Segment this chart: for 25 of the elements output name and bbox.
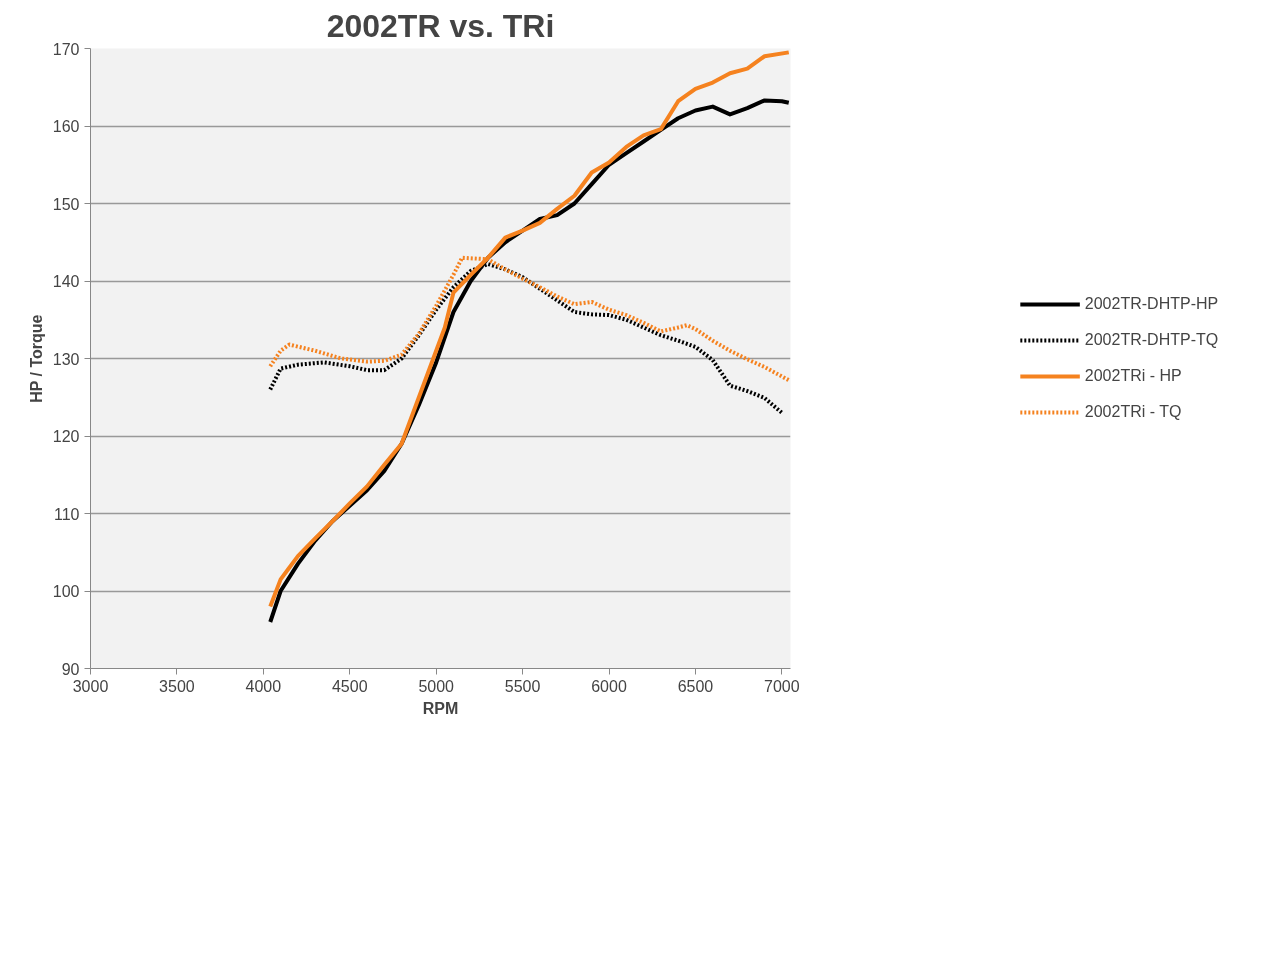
x-tick-label: 5000 xyxy=(418,677,455,695)
x-tick-label: 6500 xyxy=(677,677,714,695)
legend-label: 2002TR-DHTP-HP xyxy=(1084,295,1219,313)
y-tick-label: 110 xyxy=(53,505,80,523)
x-tick-label: 3500 xyxy=(159,677,195,695)
y-tick-label: 120 xyxy=(52,428,80,445)
x-axis-title: RPM xyxy=(422,699,459,717)
legend-label: 2002TRi - HP xyxy=(1084,367,1182,385)
x-tick-label: 3000 xyxy=(72,677,109,695)
y-tick-label: 100 xyxy=(52,583,80,600)
y-tick-label: 160 xyxy=(52,118,80,135)
x-tick-label: 4500 xyxy=(331,677,368,695)
x-tick-label: 6000 xyxy=(591,677,627,695)
y-tick-label: 150 xyxy=(52,195,80,213)
x-tick-label: 7000 xyxy=(764,677,800,695)
y-axis-title: HP / Torque xyxy=(27,314,45,403)
y-tick-label: 140 xyxy=(52,273,80,290)
y-tick-label: 170 xyxy=(52,40,80,58)
x-tick-label: 5500 xyxy=(504,677,541,695)
chart-title: 2002TR vs. TRi xyxy=(326,7,555,44)
legend-label: 2002TRi - TQ xyxy=(1084,403,1182,421)
legend-label: 2002TR-DHTP-TQ xyxy=(1084,331,1219,349)
y-tick-label: 90 xyxy=(61,660,80,678)
y-tick-label: 130 xyxy=(52,350,80,368)
x-tick-label: 4000 xyxy=(245,677,282,695)
